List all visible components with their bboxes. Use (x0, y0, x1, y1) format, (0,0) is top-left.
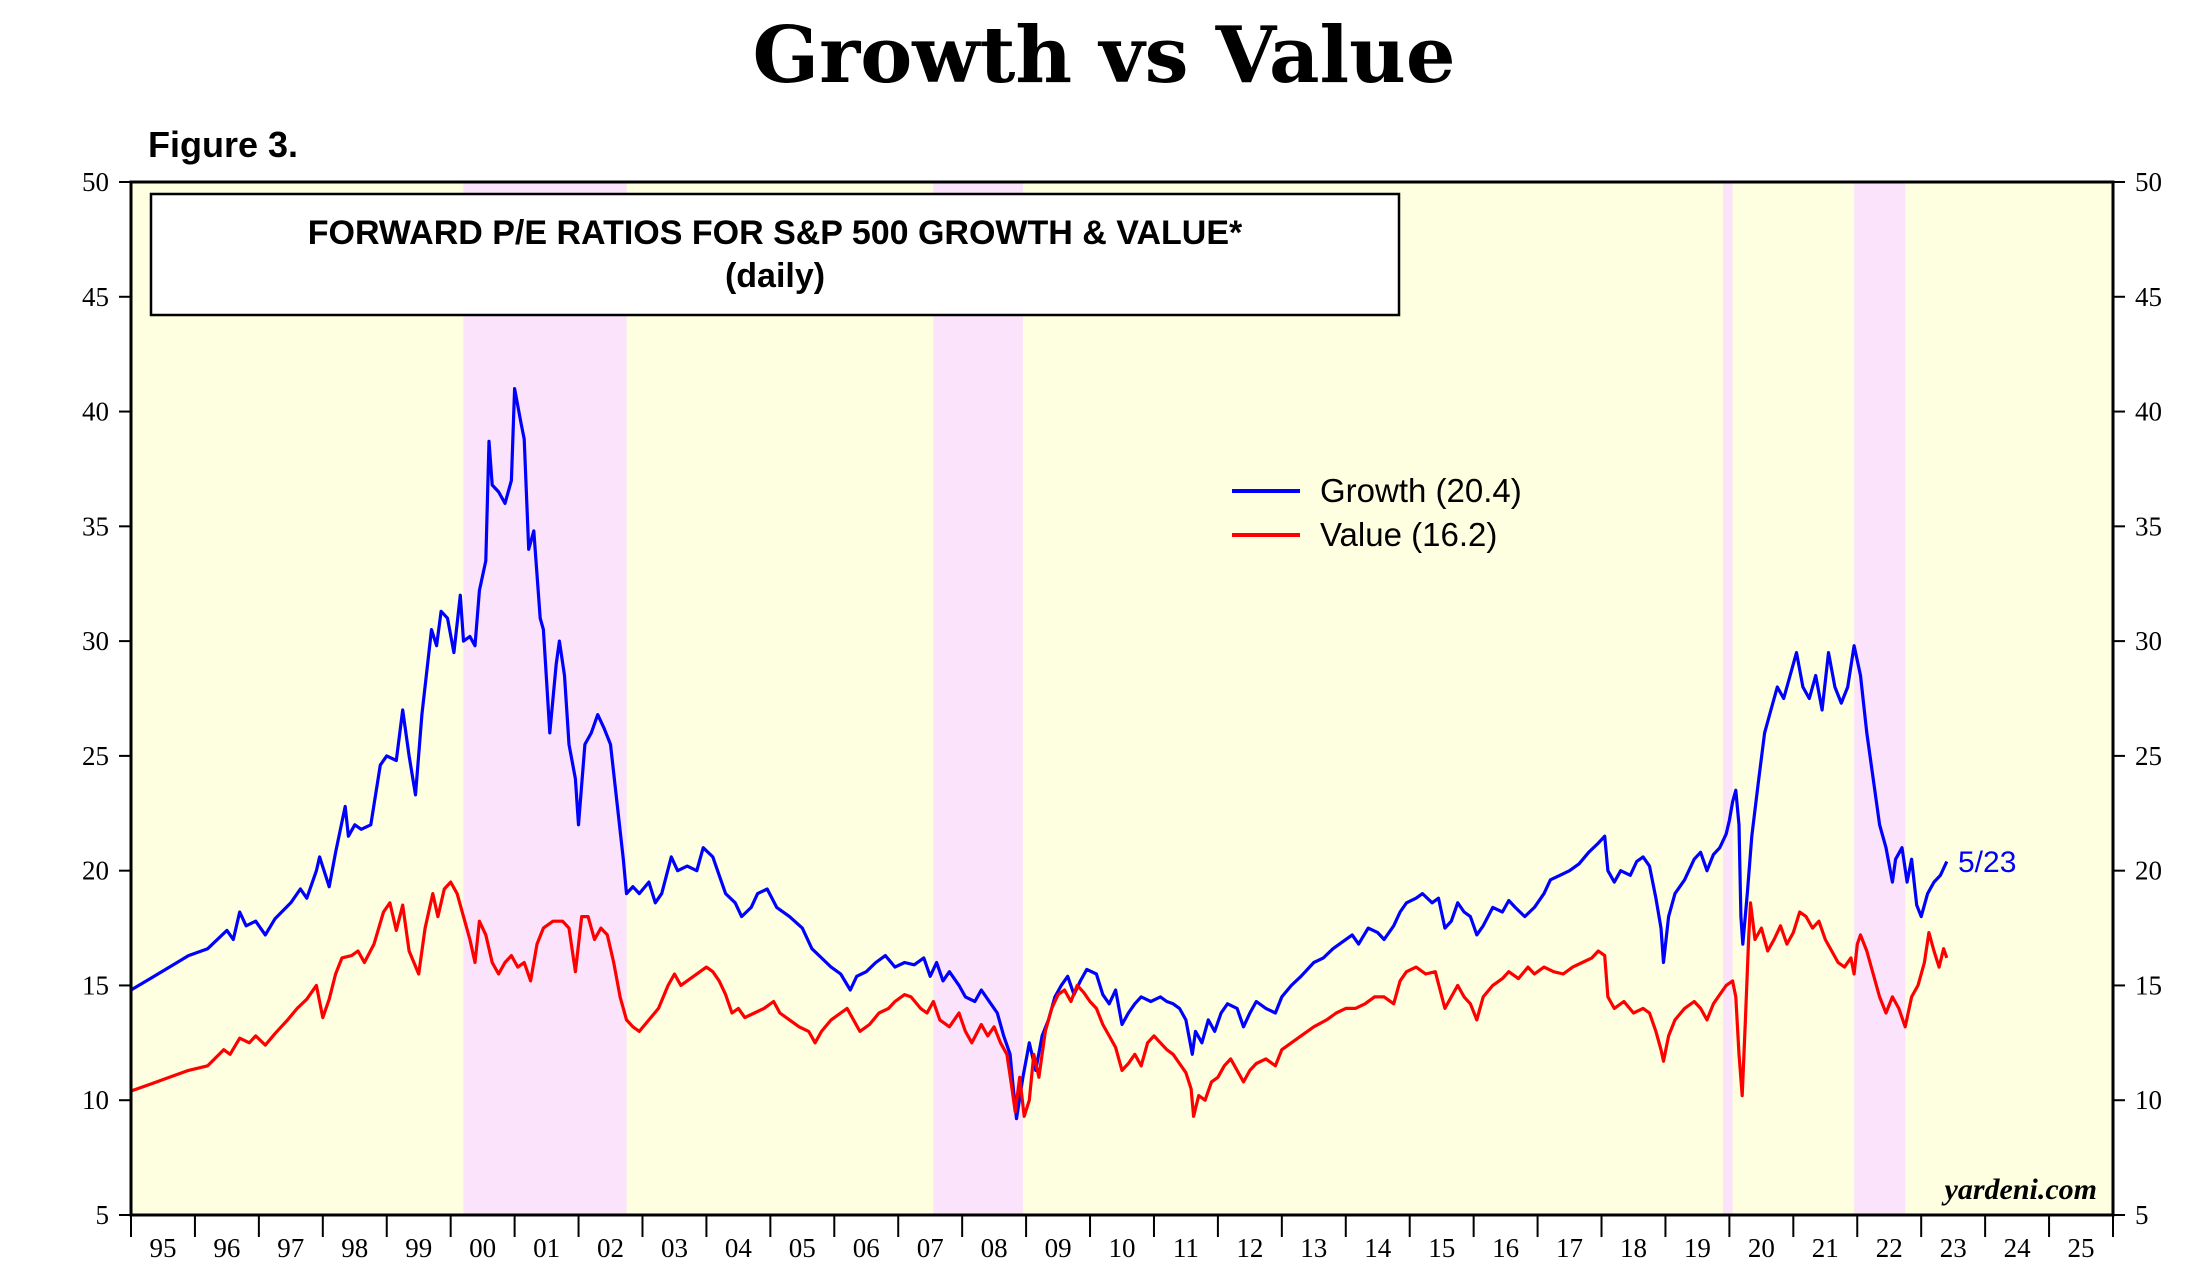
source-credit: yardeni.com (1942, 1173, 2097, 1206)
x-tick-label: 02 (597, 1233, 624, 1263)
y-tick-label-left: 25 (82, 741, 109, 771)
legend-label-value: Value (16.2) (1320, 516, 1497, 553)
x-tick-label: 20 (1748, 1233, 1775, 1263)
y-tick-label-right: 10 (2135, 1085, 2162, 1115)
figure-label: Figure 3. (148, 124, 299, 165)
legend: Growth (20.4) Value (16.2) (1232, 472, 1522, 553)
x-tick-label: 18 (1620, 1233, 1647, 1263)
y-tick-label-right: 50 (2135, 167, 2162, 197)
y-tick-label-left: 20 (82, 856, 109, 886)
x-tick-label: 01 (533, 1233, 560, 1263)
x-tick-label: 23 (1940, 1233, 1967, 1263)
plot-background (131, 182, 2113, 1215)
x-tick-label: 10 (1109, 1233, 1136, 1263)
x-tick-label: 12 (1236, 1233, 1263, 1263)
latest-date-label: 5/23 (1958, 846, 2016, 879)
y-tick-label-right: 30 (2135, 626, 2162, 656)
y-tick-label-right: 5 (2135, 1200, 2149, 1230)
shaded-period-0 (463, 182, 627, 1215)
x-tick-label: 07 (917, 1233, 944, 1263)
chart-title-box: FORWARD P/E RATIOS FOR S&P 500 GROWTH & … (149, 192, 1401, 317)
x-tick-label: 04 (725, 1233, 753, 1263)
y-tick-label-left: 45 (82, 282, 109, 312)
shaded-period-2 (1723, 182, 1733, 1215)
x-tick-label: 05 (789, 1233, 816, 1263)
x-tick-label: 22 (1876, 1233, 1903, 1263)
x-tick-label: 95 (150, 1233, 177, 1263)
plot-frame (129, 180, 2115, 1217)
x-tick-label: 16 (1492, 1233, 1519, 1263)
y-tick-label-right: 15 (2135, 970, 2162, 1000)
x-tick-label: 06 (853, 1233, 880, 1263)
x-tick-label: 11 (1173, 1233, 1199, 1263)
x-tick-label: 24 (2004, 1233, 2032, 1263)
x-tick-label: 08 (981, 1233, 1008, 1263)
shaded-period-1 (933, 182, 1023, 1215)
x-tick-label: 98 (341, 1233, 368, 1263)
y-tick-label-left: 35 (82, 511, 109, 541)
x-tick-label: 99 (405, 1233, 432, 1263)
chart-title: FORWARD P/E RATIOS FOR S&P 500 GROWTH & … (308, 214, 1243, 252)
axes: 5 5 10 10 15 15 20 20 25 25 30 30 35 35 40 40 45 45 50 50 95… (82, 167, 2162, 1263)
series-lines (130, 387, 1949, 1121)
x-tick-label: 25 (2068, 1233, 2095, 1263)
x-tick-label: 03 (661, 1233, 688, 1263)
y-tick-label-right: 45 (2135, 282, 2162, 312)
x-tick-label: 21 (1812, 1233, 1839, 1263)
y-tick-label-left: 5 (96, 1200, 110, 1230)
y-tick-label-left: 40 (82, 397, 109, 427)
x-tick-label: 00 (469, 1233, 496, 1263)
y-tick-label-left: 15 (82, 970, 109, 1000)
y-tick-label-left: 50 (82, 167, 109, 197)
x-tick-label: 09 (1045, 1233, 1072, 1263)
x-tick-label: 14 (1364, 1233, 1392, 1263)
y-tick-label-right: 40 (2135, 397, 2162, 427)
series-line-growth (130, 387, 1949, 1121)
x-tick-label: 97 (277, 1233, 304, 1263)
x-tick-label: 17 (1556, 1233, 1583, 1263)
x-tick-label: 13 (1300, 1233, 1327, 1263)
y-tick-label-right: 20 (2135, 856, 2162, 886)
x-tick-label: 15 (1428, 1233, 1455, 1263)
y-tick-label-left: 30 (82, 626, 109, 656)
y-tick-label-right: 35 (2135, 511, 2162, 541)
x-tick-label: 19 (1684, 1233, 1711, 1263)
x-tick-label: 96 (213, 1233, 240, 1263)
y-tick-label-left: 10 (82, 1085, 109, 1115)
chart-subtitle: (daily) (725, 257, 825, 295)
main-title: Growth vs Value (752, 10, 1456, 101)
series-line-value (130, 880, 1949, 1118)
y-tick-label-right: 25 (2135, 741, 2162, 771)
legend-label-growth: Growth (20.4) (1320, 472, 1522, 509)
